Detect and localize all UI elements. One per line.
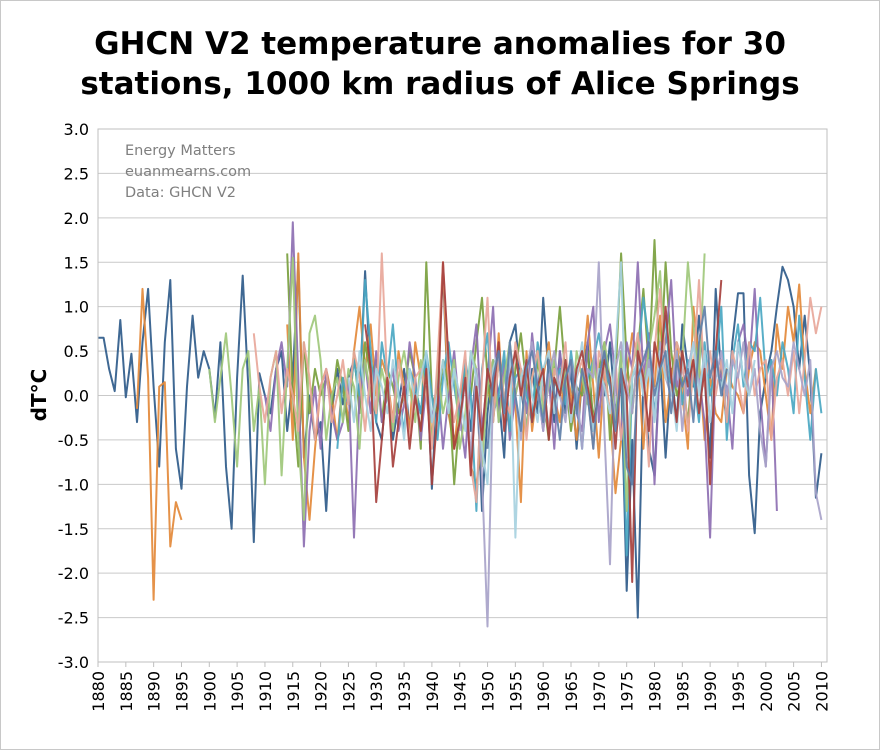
y-tick-label: 2.0 (64, 209, 89, 228)
x-tick-label: 1915 (284, 671, 303, 712)
chart-title-line-2: stations, 1000 km radius of Alice Spring… (80, 66, 800, 102)
x-axis-ticks: 1880 1885 1890 1895 1900 1905 1910 1915 1920 1925… (89, 662, 831, 712)
y-tick-label: 0.5 (64, 342, 89, 361)
y-tick-label: 2.5 (64, 164, 89, 183)
x-tick-label: 1985 (673, 671, 692, 712)
x-tick-label: 2010 (812, 671, 831, 712)
chart-title: GHCN V2 temperature anomalies for 30 sta… (60, 24, 820, 104)
y-tick-label: 3.0 (64, 120, 89, 139)
x-tick-label: 1945 (451, 671, 470, 712)
x-tick-label: 1975 (618, 671, 637, 712)
y-axis-label: dT°C (27, 369, 51, 422)
x-tick-label: 1995 (729, 671, 748, 712)
x-tick-label: 1935 (395, 671, 414, 712)
y-tick-label: -2.5 (58, 609, 89, 628)
y-axis-ticks: 3.0 2.5 2.0 1.5 1.0 0.5 0.0 -0.5 -1.0 -1.5 -2.0 -2.… (58, 120, 89, 672)
x-tick-label: 1965 (562, 671, 581, 712)
watermark-line-1: Energy Matters (125, 143, 236, 159)
watermark-line-2: euanmearns.com (125, 164, 251, 180)
series-layer (98, 221, 823, 628)
x-tick-label: 1940 (423, 671, 442, 712)
y-tick-label: 1.0 (64, 298, 89, 317)
plot-area (97, 128, 828, 663)
series-line-8 (252, 252, 823, 504)
series-line-11 (364, 261, 723, 583)
x-tick-label: 1890 (145, 671, 164, 712)
x-tick-label: 1955 (506, 671, 525, 712)
x-tick-label: 1905 (228, 671, 247, 712)
x-tick-label: 1880 (89, 671, 108, 712)
y-tick-label: -0.5 (58, 431, 89, 450)
x-tick-label: 1910 (256, 671, 275, 712)
x-tick-label: 1950 (479, 671, 498, 712)
y-tick-label: -3.0 (58, 653, 89, 672)
y-tick-label: -1.5 (58, 520, 89, 539)
series-line-12 (486, 305, 728, 486)
x-tick-label: 1970 (590, 671, 609, 712)
x-tick-label: 1900 (200, 671, 219, 712)
y-tick-label: 0.0 (64, 387, 89, 406)
y-tick-label: 1.5 (64, 253, 89, 272)
x-tick-label: 1990 (701, 671, 720, 712)
x-tick-label: 1895 (172, 671, 191, 712)
x-tick-label: 1980 (645, 671, 664, 712)
x-tick-label: 1930 (367, 671, 386, 712)
x-tick-label: 2000 (757, 671, 776, 712)
y-tick-label: -1.0 (58, 475, 89, 494)
y-tick-label: -2.0 (58, 564, 89, 583)
watermark: Energy Matters euanmearns.com Data: GHCN… (125, 143, 251, 201)
x-tick-label: 1885 (117, 671, 136, 712)
x-tick-label: 1960 (534, 671, 553, 712)
x-tick-label: 2005 (785, 671, 804, 712)
x-tick-label: 1925 (339, 671, 358, 712)
watermark-line-3: Data: GHCN V2 (125, 185, 236, 201)
series-line-2 (136, 287, 183, 601)
x-tick-label: 1920 (312, 671, 331, 712)
chart-title-line-1: GHCN V2 temperature anomalies for 30 (94, 26, 786, 62)
